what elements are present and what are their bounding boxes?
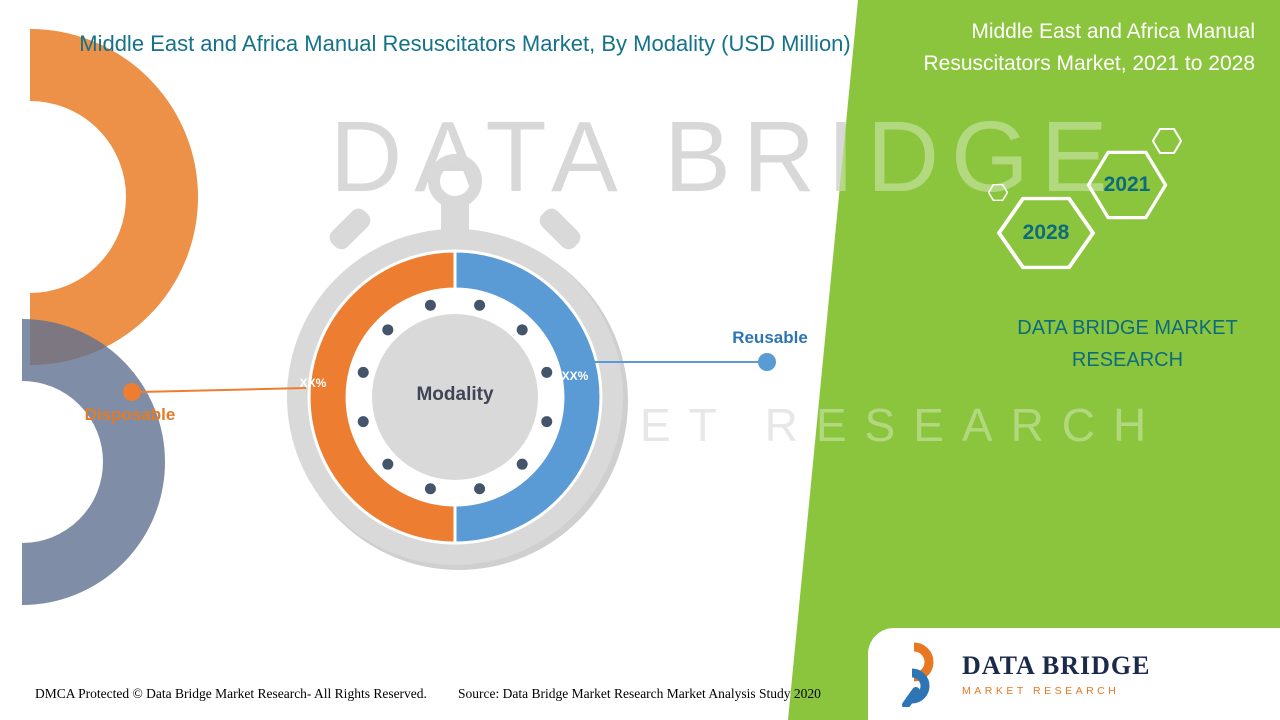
hexagon-decor-icon (988, 184, 1008, 201)
brand-line2: RESEARCH (1071, 349, 1184, 371)
reusable-label: Reusable (732, 328, 808, 347)
brand-line1: DATA BRIDGE MARKET (1017, 317, 1238, 339)
year-label: 2028 (1022, 221, 1070, 244)
logo-orange-arc (29, 29, 198, 365)
source-note: Source: Data Bridge Market Research Mark… (458, 686, 821, 701)
hexagon-year-2028: 2028 (996, 196, 1096, 270)
logo-subtitle: MARKET RESEARCH (962, 685, 1120, 697)
hexagon-year-2021: 2021 (1086, 150, 1168, 220)
clock-dot (474, 299, 486, 311)
clock-dot (357, 416, 369, 428)
brand-text: DATA BRIDGE MARKET RESEARCH (985, 312, 1270, 376)
logo-blue-arc (21, 319, 165, 605)
side-panel-title: Middle East and Africa Manual Resuscitat… (923, 20, 1255, 75)
stopwatch-crown-ring (428, 154, 482, 208)
reusable-value-label: XX% (561, 369, 589, 383)
disposable-value-label: XX% (299, 376, 327, 390)
watermark-line2: MARKET RESEARCH (435, 399, 1165, 451)
reusable-leader-dot (758, 353, 776, 371)
donut-center-label: Modality (416, 384, 494, 405)
logo-name: DATA BRIDGE (962, 651, 1151, 680)
clock-dot (474, 483, 486, 495)
disposable-label: Disposable (84, 405, 176, 424)
dbmr-logo-icon (902, 642, 934, 707)
stopwatch-right-button (539, 208, 581, 250)
clock-dot (516, 458, 528, 470)
page-title: Middle East and Africa Manual Resuscitat… (79, 31, 851, 56)
clock-dot (541, 416, 553, 428)
clock-dot (424, 299, 436, 311)
dbmr-logo-watermark (21, 29, 198, 605)
dbmr-logo-box: DATA BRIDGE MARKET RESEARCH (868, 628, 1280, 720)
year-label: 2021 (1103, 173, 1151, 196)
hexagon-decor-icon (1152, 128, 1182, 154)
clock-dot (382, 458, 394, 470)
disposable-leader-dot (123, 383, 141, 401)
hexagon-outline-icon (1086, 150, 1168, 220)
hexagon-outline-icon (996, 196, 1096, 270)
stopwatch-stem (441, 203, 469, 247)
stopwatch-left-button (329, 208, 371, 250)
clock-dot (382, 324, 394, 336)
clock-dot (357, 366, 369, 378)
dmca-notice: DMCA Protected © Data Bridge Market Rese… (35, 686, 427, 701)
clock-dot (516, 324, 528, 336)
clock-dot (424, 483, 436, 495)
disposable-leader-line (139, 387, 307, 393)
